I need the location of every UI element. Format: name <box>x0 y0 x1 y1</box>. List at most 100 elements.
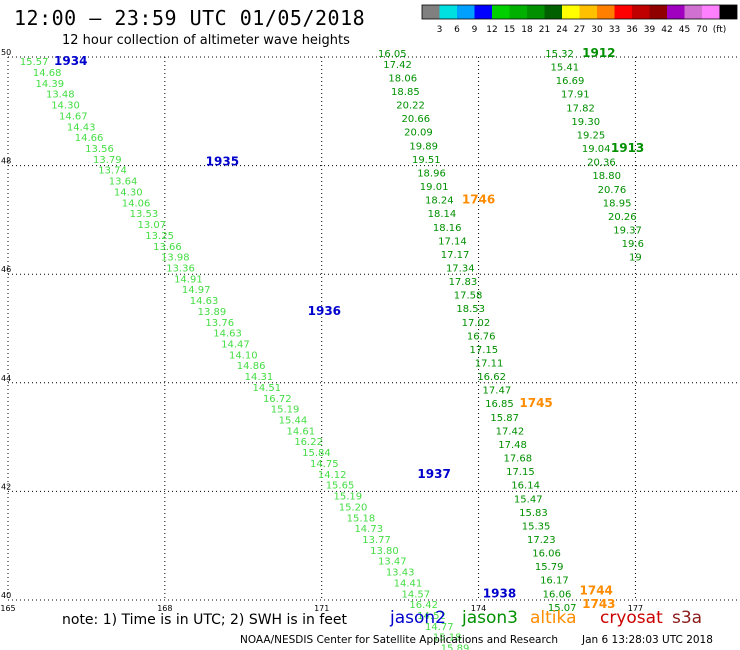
y-tick-label: 40 <box>1 591 11 600</box>
wave-height-label: 13.48 <box>46 90 75 101</box>
scale-label: 21 <box>539 25 550 35</box>
wave-height-label: 16.22 <box>294 437 323 448</box>
wave-height-label: 16.17 <box>540 576 569 587</box>
wave-height-label: 14.75 <box>310 459 339 470</box>
wave-height-label: 16.14 <box>511 481 540 492</box>
wave-height-label: 14.67 <box>59 111 88 122</box>
wave-height-label: 13.66 <box>153 242 182 253</box>
scale-swatch <box>597 5 615 19</box>
scale-label: (ft) <box>713 25 727 35</box>
wave-height-label: 13.56 <box>85 144 114 155</box>
legend-jason2: jason2 <box>390 608 446 628</box>
wave-height-label: 14.47 <box>221 340 250 351</box>
scale-swatch <box>544 5 562 19</box>
wave-height-label: 15.65 <box>326 481 355 492</box>
wave-height-label: 16.06 <box>543 589 572 600</box>
wave-height-label: 16.06 <box>532 549 561 560</box>
wave-height-label: 13.25 <box>145 231 174 242</box>
scale-label: 15 <box>504 25 515 35</box>
wave-height-label: 16.69 <box>556 76 585 87</box>
scale-label: 42 <box>661 25 672 35</box>
wave-height-label: 17.58 <box>454 291 483 302</box>
wave-height-label: 20.36 <box>587 158 616 169</box>
y-tick-label: 50 <box>1 48 11 57</box>
wave-height-label: 17.15 <box>469 345 498 356</box>
wave-height-label: 14.31 <box>245 372 274 383</box>
scale-label: 30 <box>591 25 603 35</box>
wave-height-label: 17.47 <box>483 386 512 397</box>
pass-time-label: 1744 <box>580 584 613 598</box>
scale-swatch <box>614 5 632 19</box>
wave-height-label: 17.82 <box>566 103 595 114</box>
wave-height-label: 18.96 <box>417 168 446 179</box>
scale-swatch <box>509 5 527 19</box>
pass-time-label: 1912 <box>582 46 615 60</box>
pass-time-label: 1746 <box>462 193 495 207</box>
wave-height-label: 15.83 <box>519 508 548 519</box>
wave-height-label: 19 <box>629 253 642 264</box>
scale-swatch <box>422 5 440 19</box>
wave-height-label: 18.80 <box>592 171 621 182</box>
wave-height-label: 18.95 <box>603 198 632 209</box>
wave-height-label: 14.10 <box>229 350 258 361</box>
wave-height-label: 14.91 <box>174 274 203 285</box>
wave-height-label: 14.51 <box>252 383 281 394</box>
wave-height-label: 13.98 <box>161 253 190 264</box>
scale-swatch <box>649 5 667 19</box>
legend-cryosat: cryosat <box>600 608 663 628</box>
pass-time-label: 1936 <box>308 304 341 318</box>
x-tick-label: 171 <box>314 604 329 613</box>
scale-swatch <box>702 5 720 19</box>
scale-swatch <box>684 5 702 19</box>
wave-height-label: 19.01 <box>420 182 449 193</box>
plot-area: 165 168 171 174 17740424446485015.5714.6814.… <box>0 46 740 650</box>
pass-time-label: 1937 <box>417 467 450 481</box>
wave-height-label: 18.53 <box>456 304 485 315</box>
wave-height-label: 14.30 <box>51 101 80 112</box>
wave-height-label: 17.11 <box>475 359 504 370</box>
wave-height-label: 14.63 <box>190 296 219 307</box>
scale-label: 70 <box>696 25 708 35</box>
wave-height-label: 14.97 <box>182 285 211 296</box>
wave-height-label: 16.42 <box>409 600 438 611</box>
wave-height-label: 18.85 <box>391 87 420 98</box>
wave-height-label: 17.14 <box>438 236 467 247</box>
wave-height-label: 15.57 <box>20 57 49 68</box>
wave-height-label: 14.12 <box>318 470 347 481</box>
wave-height-label: 19.89 <box>409 141 438 152</box>
wave-height-label: 17.17 <box>441 250 470 261</box>
scale-swatch <box>457 5 475 19</box>
wave-height-label: 18.16 <box>433 223 462 234</box>
scale-swatch <box>562 5 580 19</box>
x-tick-label: 177 <box>628 604 643 613</box>
wave-height-label: 17.42 <box>383 60 412 71</box>
scale-label: 36 <box>626 25 638 35</box>
scale-label: 45 <box>679 25 690 35</box>
legend-jason3: jason3 <box>462 608 518 628</box>
wave-height-label: 15.44 <box>279 416 308 427</box>
wave-height-label: 15.84 <box>302 448 331 459</box>
scale-swatch <box>492 5 510 19</box>
scale-swatch <box>474 5 492 19</box>
scale-label: 9 <box>472 25 478 35</box>
x-tick-label: 165 <box>0 604 15 613</box>
scale-label: 24 <box>556 25 568 35</box>
wave-height-label: 13.53 <box>130 209 159 220</box>
wave-height-label: 14.77 <box>425 622 454 633</box>
wave-height-label: 16.72 <box>263 394 292 405</box>
wave-height-label: 15.20 <box>339 502 368 513</box>
wave-height-label: 13.80 <box>370 546 399 557</box>
y-tick-label: 44 <box>1 374 11 383</box>
chart-title: 12:00 – 23:59 UTC 01/05/2018 <box>14 6 366 30</box>
wave-height-label: 15.87 <box>490 413 519 424</box>
wave-height-label: 15.79 <box>535 562 564 573</box>
wave-height-label: 15.18 <box>347 513 376 524</box>
wave-height-label: 13.07 <box>137 220 166 231</box>
wave-height-label: 17.02 <box>462 318 491 329</box>
wave-height-label: 19.51 <box>412 155 441 166</box>
x-tick-label: 168 <box>157 604 172 613</box>
legend-s3a: s3a <box>672 608 703 628</box>
wave-height-label: 15.19 <box>334 492 363 503</box>
wave-height-label: 16.76 <box>467 331 496 342</box>
